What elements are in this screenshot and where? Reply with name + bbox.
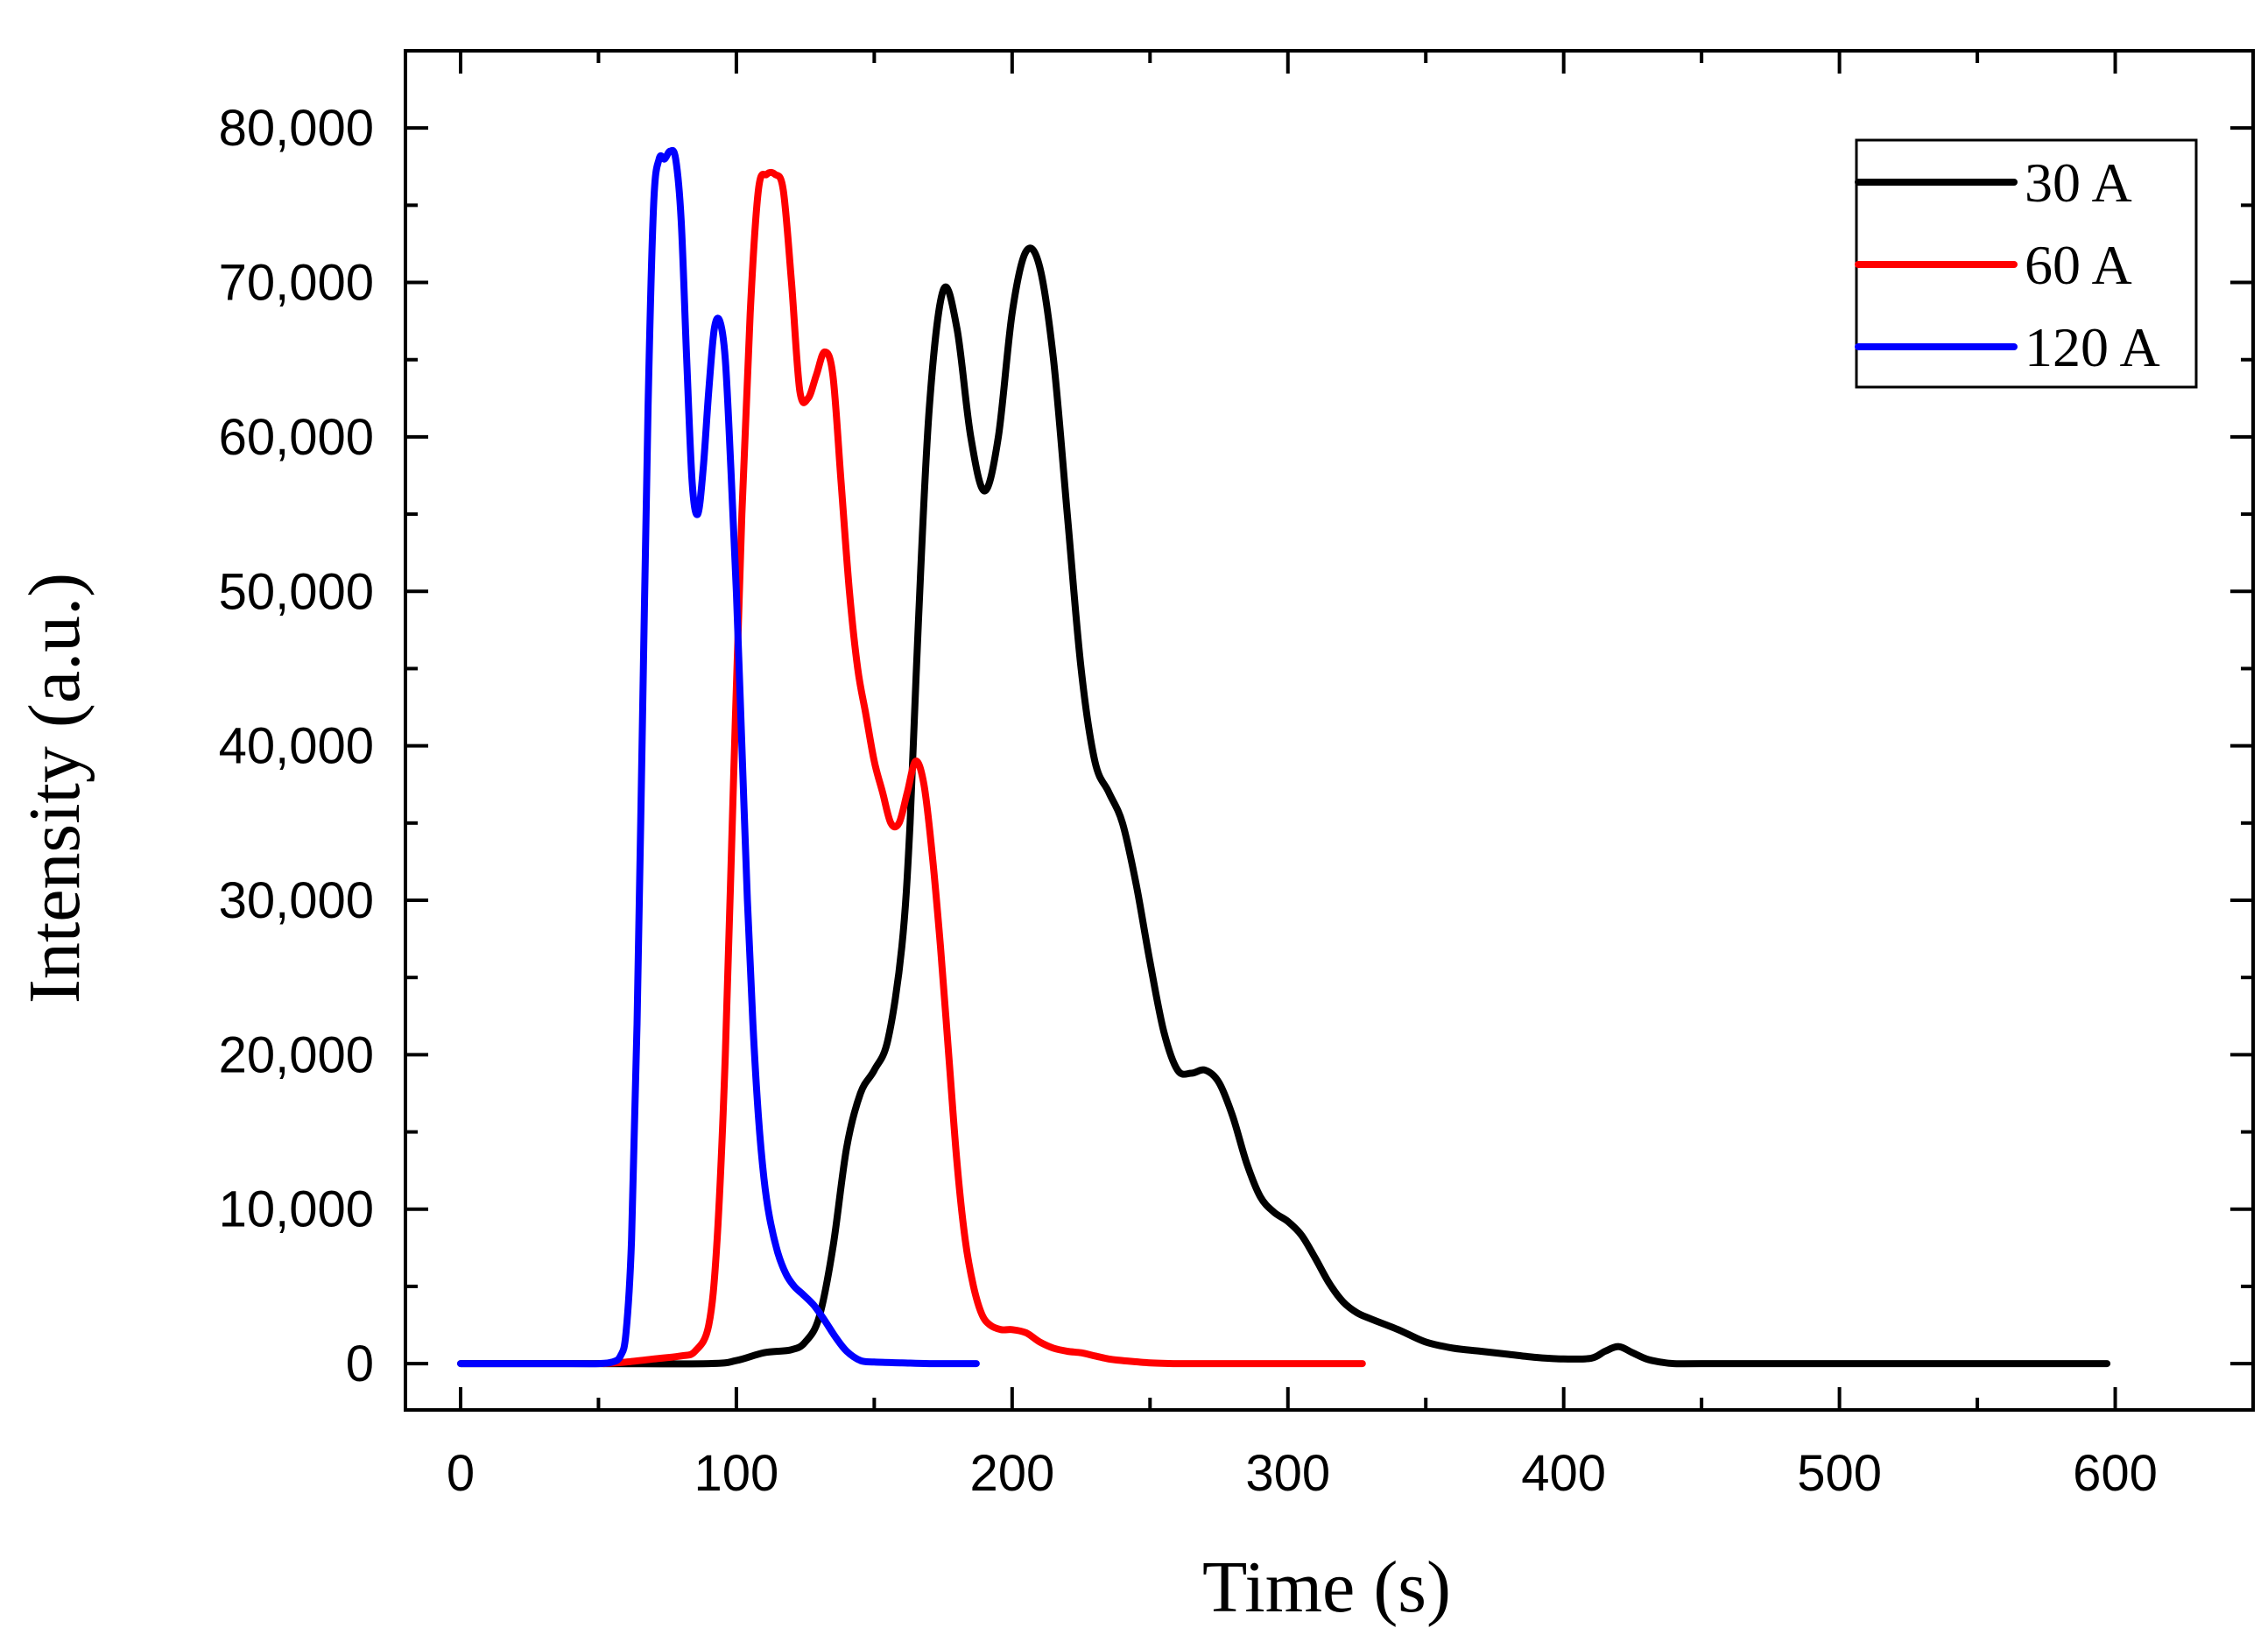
y-tick-label: 10,000 bbox=[219, 1181, 374, 1238]
y-tick-label: 0 bbox=[346, 1336, 374, 1392]
legend-label: 60 A bbox=[2025, 234, 2132, 296]
y-tick-label: 20,000 bbox=[219, 1026, 374, 1083]
plot-frame bbox=[404, 49, 2255, 1412]
x-tick-label: 600 bbox=[2073, 1445, 2158, 1502]
legend: 30 A 60 A 120 A bbox=[1855, 138, 2198, 389]
x-tick-label: 100 bbox=[694, 1445, 779, 1502]
legend-label: 30 A bbox=[2025, 152, 2132, 214]
legend-label: 120 A bbox=[2025, 316, 2160, 378]
x-tick-label: 300 bbox=[1245, 1445, 1330, 1502]
series-line-30-a bbox=[457, 244, 2111, 1368]
y-tick-label: 30,000 bbox=[219, 872, 374, 929]
series-group bbox=[457, 146, 2111, 1368]
x-tick-label: 200 bbox=[969, 1445, 1054, 1502]
x-axis: 0 100 200 300 400 500 600 bbox=[447, 51, 2158, 1502]
y-tick-label: 70,000 bbox=[219, 255, 374, 312]
x-axis-title: Time (s) bbox=[1202, 1547, 1451, 1628]
series-line-60-a bbox=[600, 168, 1366, 1368]
x-tick-label: 500 bbox=[1797, 1445, 1882, 1502]
y-tick-label: 80,000 bbox=[219, 100, 374, 157]
y-axis: 0 10,000 20,000 30,000 40,000 50,000 60,000 70,… bbox=[219, 49, 2253, 1392]
y-axis-title: Intensity (a.u.) bbox=[14, 573, 95, 1004]
x-tick-label: 0 bbox=[447, 1445, 475, 1502]
x-tick-label: 400 bbox=[1521, 1445, 1606, 1502]
y-tick-label: 40,000 bbox=[219, 718, 374, 775]
y-tick-label: 50,000 bbox=[219, 563, 374, 620]
y-tick-label: 60,000 bbox=[219, 409, 374, 466]
series-line-120-a bbox=[457, 146, 980, 1368]
